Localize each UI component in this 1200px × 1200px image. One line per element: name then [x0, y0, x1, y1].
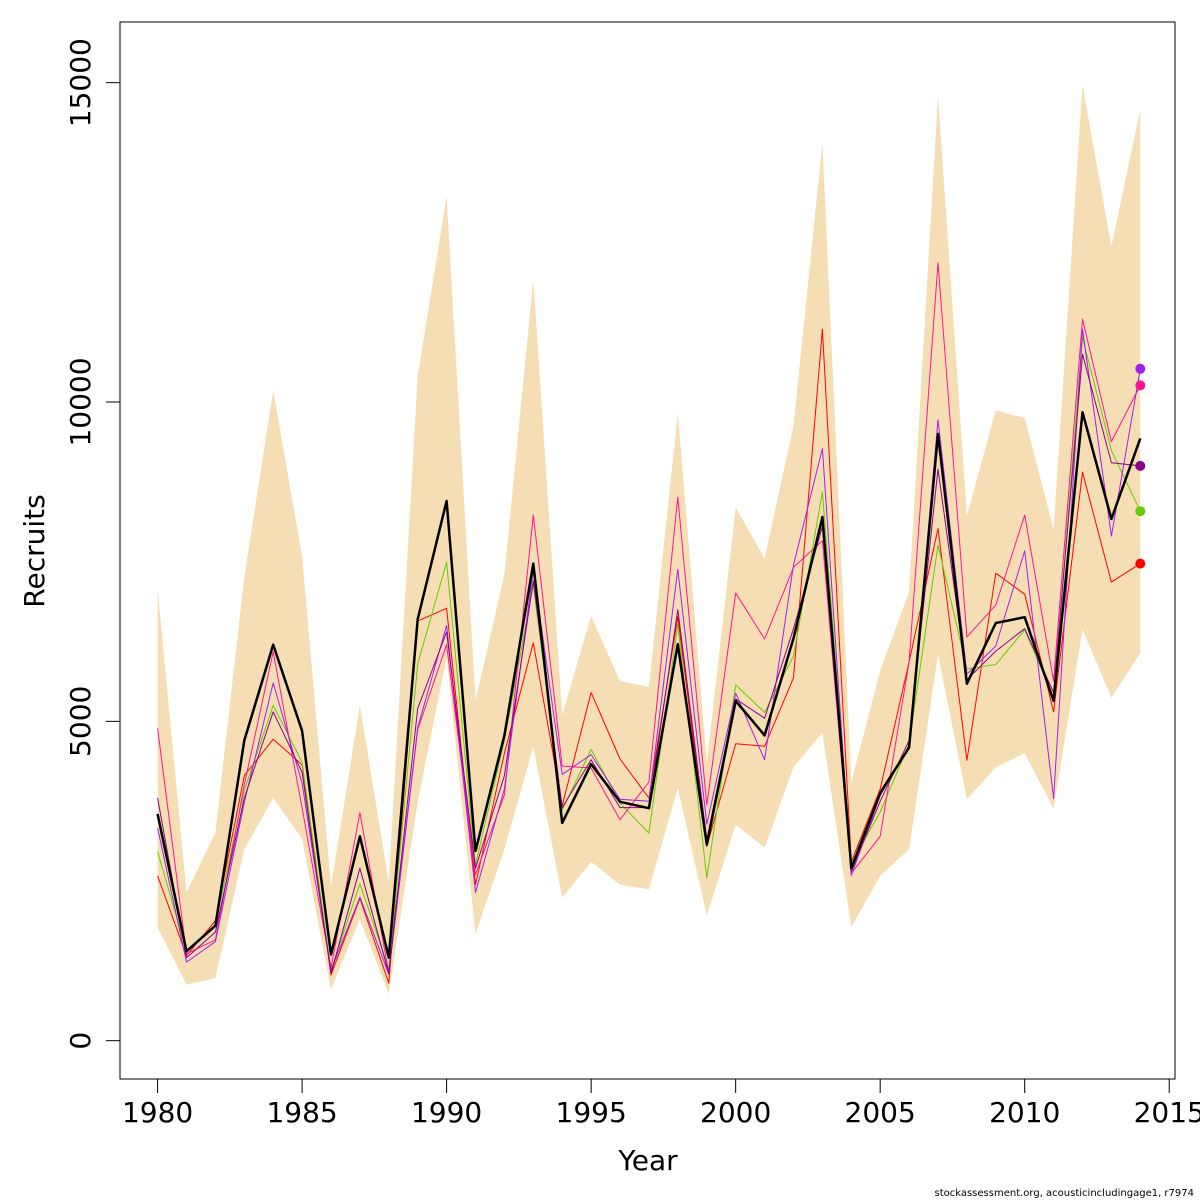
series-end-point-4 [1135, 363, 1146, 374]
series-end-point-1 [1135, 558, 1146, 569]
caption: stockassessment.org, acousticincludingag… [934, 1188, 1194, 1199]
series-end-point-5 [1135, 460, 1146, 471]
y-axis-title: Recruits [18, 494, 51, 607]
series-end-point-2 [1135, 506, 1146, 517]
series-line-2 [157, 337, 1141, 971]
confidence-band-layer [157, 85, 1141, 995]
end-points-layer [1135, 363, 1146, 569]
x-axis-title: Year [617, 1144, 678, 1177]
series-line-6 [156, 410, 1142, 959]
x-tick-label: 1990 [411, 1096, 482, 1129]
series-end-point-3 [1135, 380, 1146, 391]
x-tick-label: 2015 [1134, 1096, 1200, 1129]
y-axis: 0 5000 10000 15000 [64, 38, 121, 1050]
x-tick-label: 2000 [700, 1096, 771, 1129]
x-tick-label: 2005 [845, 1096, 916, 1129]
series-line-3 [157, 262, 1141, 974]
x-axis: 1980 1985 1990 1995 2000 2005 2010 2015 [122, 1078, 1200, 1129]
y-tick-label: 10000 [64, 357, 97, 446]
x-tick-label: 2010 [989, 1096, 1060, 1129]
series-layer [156, 262, 1142, 984]
y-tick-label: 5000 [64, 686, 97, 757]
x-tick-label: 1995 [556, 1096, 627, 1129]
y-tick-label: 0 [64, 1032, 97, 1050]
x-tick-label: 1980 [122, 1096, 193, 1129]
x-tick-label: 1985 [266, 1096, 337, 1129]
confidence-band [157, 85, 1141, 995]
y-tick-label: 15000 [64, 38, 97, 127]
